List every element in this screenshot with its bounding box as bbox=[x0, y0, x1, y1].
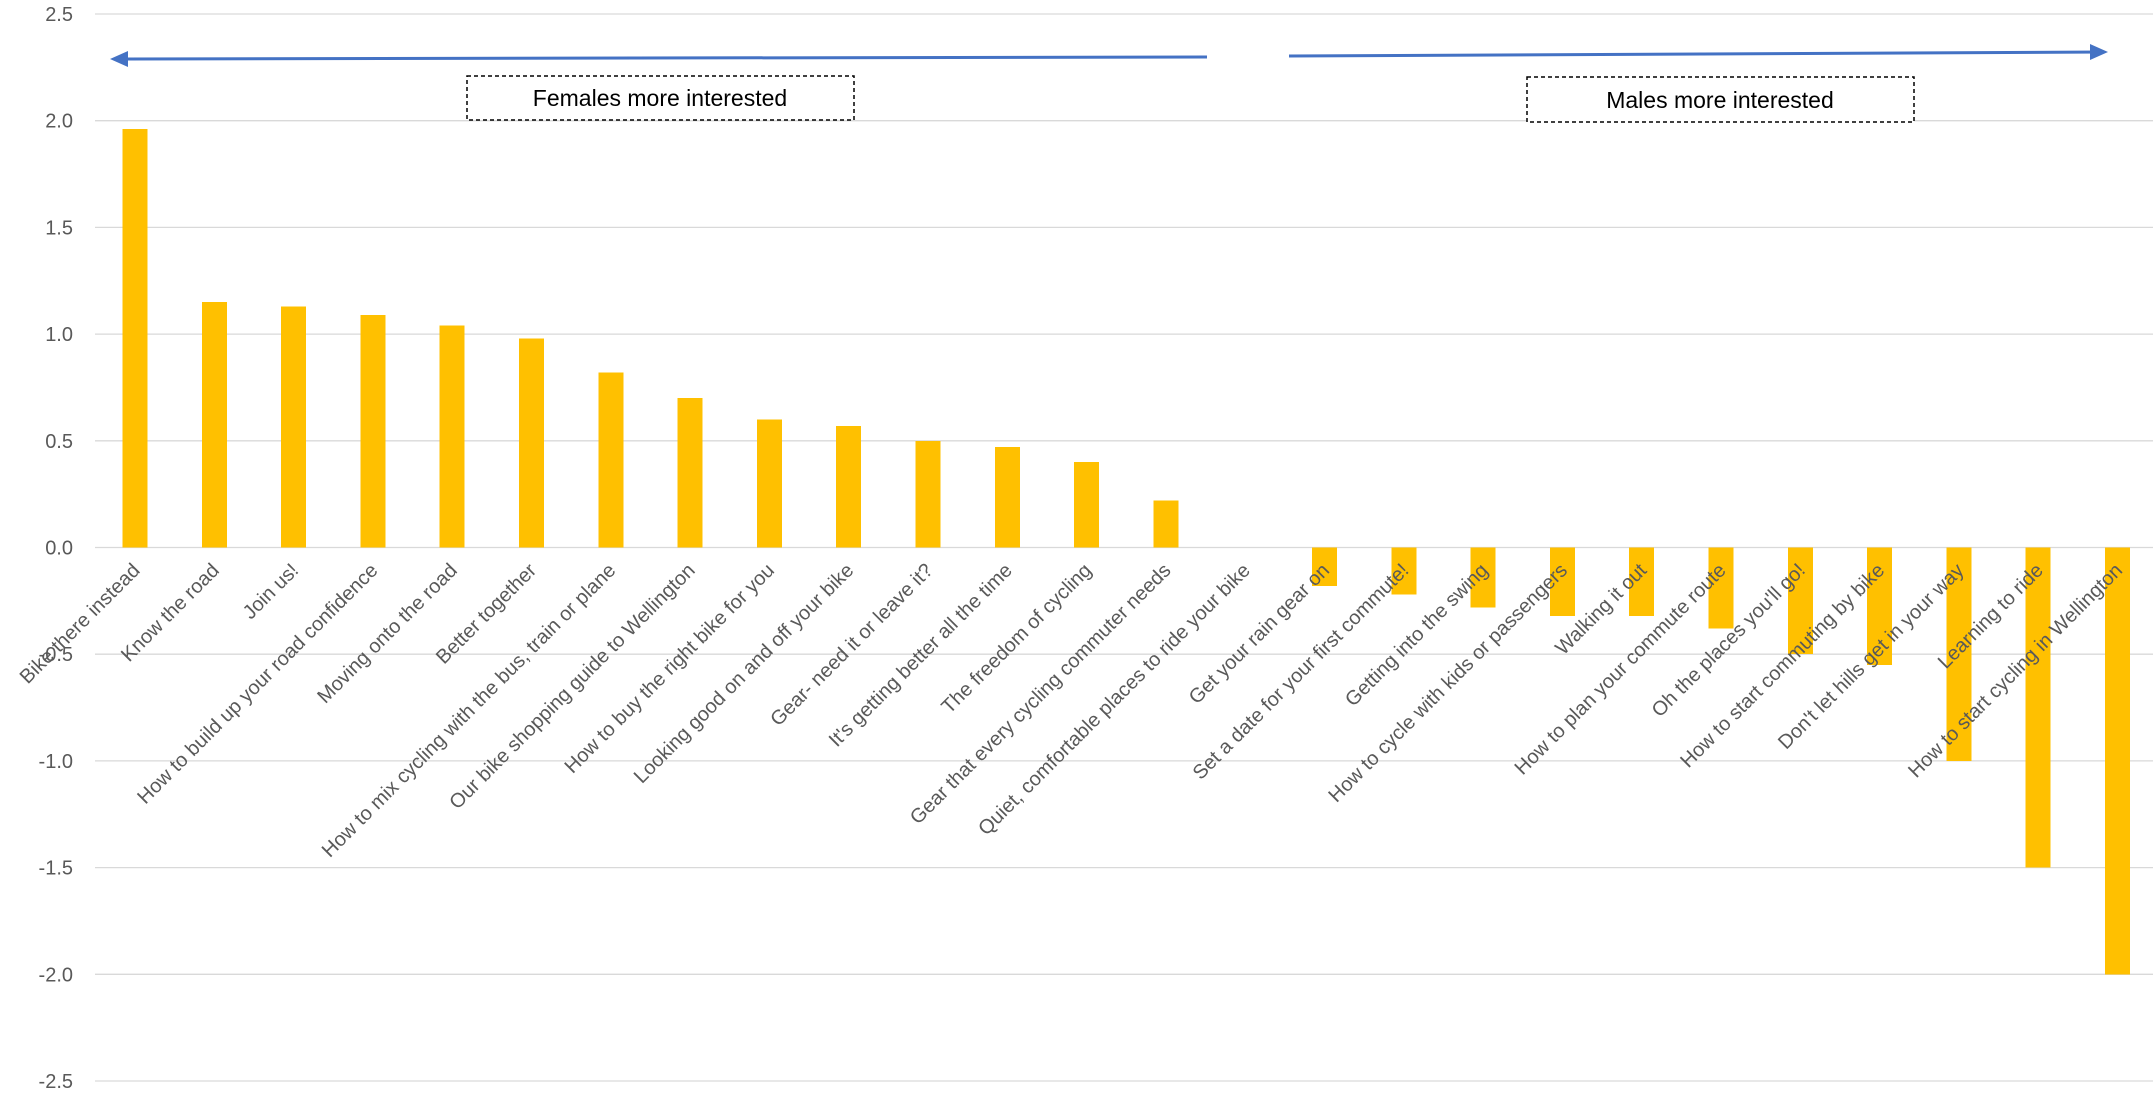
annotations: Females more interested Males more inter… bbox=[110, 44, 2108, 123]
y-tick-label: -1.0 bbox=[39, 751, 73, 773]
annotation-female-text: Females more interested bbox=[533, 85, 787, 111]
bar bbox=[756, 419, 782, 548]
y-tick-label: 2.0 bbox=[45, 111, 73, 133]
bar bbox=[360, 314, 386, 548]
bar bbox=[122, 129, 148, 548]
x-tick-label: The freedom of cycling bbox=[938, 559, 1097, 718]
y-tick-label: -1.5 bbox=[39, 858, 73, 880]
y-tick-label: 1.0 bbox=[45, 324, 73, 346]
bar bbox=[1946, 547, 1972, 761]
bar bbox=[677, 398, 703, 548]
right-arrow bbox=[1288, 50, 2105, 58]
bar bbox=[1549, 547, 1575, 616]
left-arrowhead bbox=[110, 51, 128, 67]
x-tick-label: Gear- need it or leave it? bbox=[766, 559, 937, 730]
x-tick-label: Join us! bbox=[239, 559, 303, 623]
y-tick-label: -2.0 bbox=[39, 964, 73, 986]
bar bbox=[1153, 500, 1179, 548]
bar bbox=[915, 440, 941, 548]
bar bbox=[201, 302, 227, 548]
x-tick-label: Get your rain gear on bbox=[1185, 559, 1334, 708]
bar bbox=[1470, 547, 1496, 608]
bar bbox=[519, 338, 544, 548]
bar bbox=[598, 372, 624, 548]
annotation-box-male bbox=[1526, 76, 1915, 123]
bar bbox=[2105, 547, 2130, 975]
bar bbox=[1867, 547, 1893, 665]
y-tick-label: -0.5 bbox=[39, 644, 73, 666]
bar bbox=[1708, 547, 1734, 629]
x-tick-label: Getting into the swing bbox=[1341, 559, 1493, 711]
y-tick-label: -2.5 bbox=[39, 1071, 73, 1093]
y-axis-ticks: 2.5 2.0 1.5 1.0 0.5 0.0 -0.5 -1.0 -1.5 -2.0 -2.5 bbox=[39, 4, 73, 1093]
bar bbox=[439, 325, 465, 548]
y-tick-label: 0.0 bbox=[45, 538, 73, 560]
gridlines bbox=[95, 13, 2153, 1082]
bar bbox=[1074, 462, 1100, 548]
x-tick-label: Bike there instead bbox=[16, 559, 145, 688]
bar bbox=[1312, 547, 1337, 586]
x-tick-label: How to mix cycling with the bus, train o… bbox=[318, 559, 620, 861]
annotation-male-text: Males more interested bbox=[1606, 87, 1834, 113]
x-tick-label: Moving onto the road bbox=[313, 559, 461, 707]
bar bbox=[281, 306, 307, 548]
y-tick-label: 0.5 bbox=[45, 431, 73, 453]
bar bbox=[2025, 547, 2051, 868]
left-arrow bbox=[113, 55, 1208, 61]
bar bbox=[1629, 547, 1655, 616]
y-tick-label: 1.5 bbox=[45, 217, 73, 239]
x-tick-label: Quiet, comfortable places to ride your b… bbox=[974, 559, 1254, 839]
bar bbox=[836, 425, 862, 548]
bar bbox=[1787, 547, 1813, 655]
bars bbox=[122, 129, 2130, 975]
bar bbox=[994, 447, 1020, 548]
bar bbox=[1391, 547, 1417, 595]
right-arrowhead bbox=[2090, 44, 2108, 60]
annotation-box-female bbox=[466, 75, 855, 121]
y-tick-label: 2.5 bbox=[45, 4, 73, 26]
